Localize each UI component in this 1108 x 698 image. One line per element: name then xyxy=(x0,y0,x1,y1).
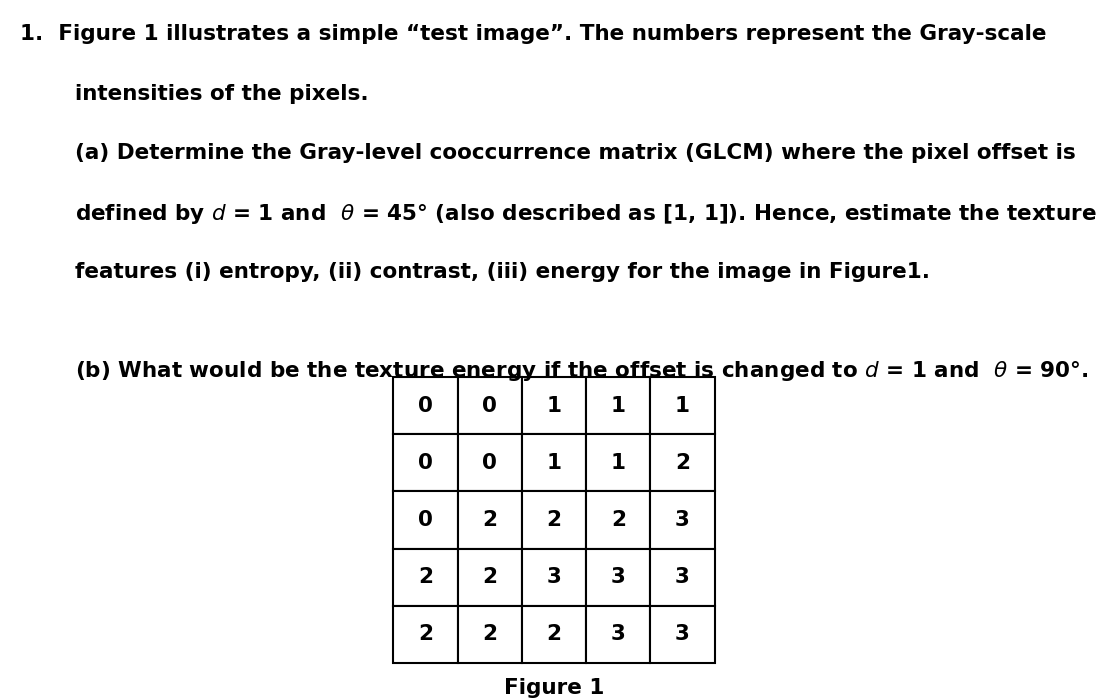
Text: 2: 2 xyxy=(675,453,690,473)
Text: 1: 1 xyxy=(611,396,626,415)
Text: 1: 1 xyxy=(546,396,562,415)
Text: 0: 0 xyxy=(418,453,433,473)
Text: 1: 1 xyxy=(675,396,690,415)
Text: 3: 3 xyxy=(675,625,690,644)
Bar xyxy=(586,491,650,549)
Bar xyxy=(650,549,715,606)
Bar xyxy=(586,377,650,434)
Bar xyxy=(650,606,715,663)
Text: 1.  Figure 1 illustrates a simple “test image”. The numbers represent the Gray-s: 1. Figure 1 illustrates a simple “test i… xyxy=(20,24,1046,45)
Text: 2: 2 xyxy=(482,625,497,644)
Text: 2: 2 xyxy=(546,625,562,644)
Bar xyxy=(522,434,586,491)
Text: 3: 3 xyxy=(546,567,562,587)
Bar xyxy=(393,377,458,434)
Text: 1: 1 xyxy=(546,453,562,473)
Text: 2: 2 xyxy=(611,510,626,530)
Bar xyxy=(458,434,522,491)
Bar xyxy=(458,377,522,434)
Text: defined by $d$ = 1 and  $\theta$ = 45° (also described as [1, 1]). Hence, estima: defined by $d$ = 1 and $\theta$ = 45° (a… xyxy=(75,202,1097,226)
Bar xyxy=(522,549,586,606)
Bar xyxy=(522,606,586,663)
Text: 2: 2 xyxy=(418,567,433,587)
Text: features (i) entropy, (ii) contrast, (iii) energy for the image in Figure1.: features (i) entropy, (ii) contrast, (ii… xyxy=(75,262,931,282)
Bar xyxy=(458,606,522,663)
Bar xyxy=(650,377,715,434)
Text: (a) Determine the Gray-level cooccurrence matrix (GLCM) where the pixel offset i: (a) Determine the Gray-level cooccurrenc… xyxy=(75,143,1076,163)
Bar xyxy=(458,549,522,606)
Text: 3: 3 xyxy=(675,567,690,587)
Text: 0: 0 xyxy=(418,396,433,415)
Text: 2: 2 xyxy=(418,625,433,644)
Text: 3: 3 xyxy=(611,625,626,644)
Bar xyxy=(522,377,586,434)
Text: 1: 1 xyxy=(611,453,626,473)
Text: 0: 0 xyxy=(482,396,497,415)
Bar xyxy=(586,434,650,491)
Bar xyxy=(393,434,458,491)
Text: 3: 3 xyxy=(611,567,626,587)
Bar xyxy=(393,606,458,663)
Text: 3: 3 xyxy=(675,510,690,530)
Bar xyxy=(393,549,458,606)
Bar xyxy=(458,491,522,549)
Text: 2: 2 xyxy=(546,510,562,530)
Text: Figure 1: Figure 1 xyxy=(504,678,604,698)
Bar xyxy=(650,491,715,549)
Text: 0: 0 xyxy=(482,453,497,473)
Bar xyxy=(522,491,586,549)
Bar xyxy=(650,434,715,491)
Text: 0: 0 xyxy=(418,510,433,530)
Bar xyxy=(586,549,650,606)
Text: 2: 2 xyxy=(482,510,497,530)
Text: intensities of the pixels.: intensities of the pixels. xyxy=(75,84,369,104)
Text: (b) What would be the texture energy if the offset is changed to $d$ = 1 and  $\: (b) What would be the texture energy if … xyxy=(75,359,1089,383)
Bar xyxy=(393,491,458,549)
Text: 2: 2 xyxy=(482,567,497,587)
Bar xyxy=(586,606,650,663)
